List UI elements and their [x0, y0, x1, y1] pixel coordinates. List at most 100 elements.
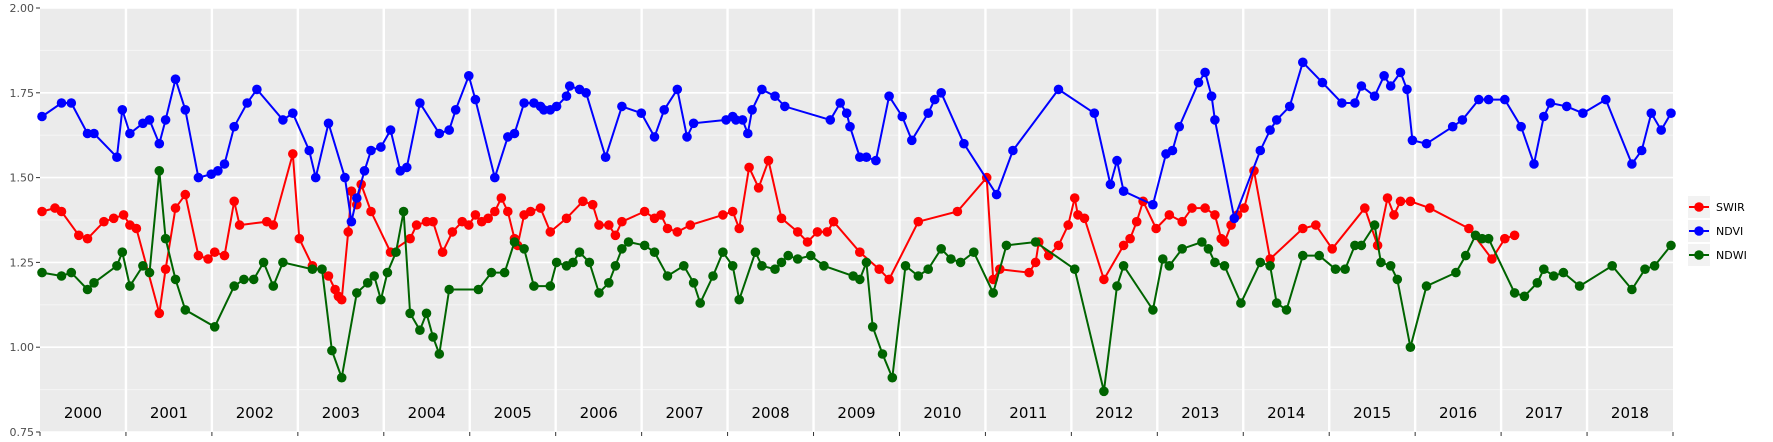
swir-point	[496, 193, 507, 203]
ndwi-point	[551, 257, 562, 268]
ndvi-point	[659, 105, 669, 115]
swir-point	[346, 186, 357, 196]
ndwi-point	[112, 261, 122, 271]
ndwi-point	[268, 281, 279, 291]
ndvi-point	[310, 172, 321, 183]
legend-label: SWIR	[1716, 201, 1745, 214]
ndwi-point	[867, 322, 878, 332]
swir-point	[1118, 240, 1129, 251]
ndwi-point	[708, 271, 718, 281]
ndvi-point	[359, 166, 370, 176]
ndwi-point	[617, 244, 627, 254]
series-ndvi	[37, 57, 1676, 227]
y-tick-label: 1.00	[10, 341, 35, 354]
ndvi-point	[1578, 108, 1588, 118]
ndvi-point	[444, 125, 455, 135]
swir-point	[131, 223, 142, 234]
ndvi-point	[323, 118, 334, 129]
ndvi-point	[66, 98, 77, 108]
swir-point	[763, 155, 774, 166]
ndvi-point	[1206, 91, 1217, 101]
swir-point	[1464, 223, 1474, 234]
ndvi-point	[845, 121, 855, 132]
ndwi-point	[307, 264, 318, 275]
swir-point	[1200, 203, 1210, 213]
swir-point	[428, 216, 438, 227]
ndwi-point	[1421, 281, 1432, 291]
swir-point	[561, 213, 572, 224]
ndwi-point	[1548, 271, 1559, 281]
ndvi-point	[1369, 91, 1380, 101]
ndwi-point	[89, 278, 99, 288]
ndvi-point	[1167, 145, 1178, 156]
ndwi-point	[946, 254, 956, 264]
ndvi-point	[1118, 186, 1129, 196]
ndvi-point	[959, 138, 969, 149]
year-label: 2005	[494, 404, 532, 422]
ndwi-point	[936, 244, 946, 254]
ndwi-point	[1158, 254, 1168, 264]
ndwi-point	[1666, 240, 1676, 251]
swir-point	[874, 264, 884, 275]
ndwi-point	[776, 257, 787, 268]
ndvi-point	[1601, 94, 1611, 105]
ndvi-point	[402, 162, 412, 173]
swir-point	[685, 220, 696, 230]
swir-point	[1069, 193, 1080, 203]
ndvi-point	[193, 172, 204, 183]
ndwi-point	[1330, 264, 1341, 275]
y-tick-label: 1.25	[10, 256, 35, 269]
ndwi-point	[248, 274, 259, 285]
ndwi-point	[154, 166, 165, 176]
ndvi-point	[1089, 108, 1100, 118]
swir-point	[617, 216, 627, 227]
ndvi-point	[600, 152, 611, 162]
ndvi-point	[688, 118, 699, 129]
swir-point	[1265, 254, 1275, 264]
ndwi-point	[1356, 240, 1367, 251]
ndwi-point	[125, 281, 135, 291]
year-label: 2002	[236, 404, 274, 422]
ndwi-point	[144, 267, 155, 278]
ndvi-point	[731, 115, 741, 125]
ndwi-point	[568, 257, 578, 268]
ndvi-point	[861, 152, 872, 162]
swir-point	[1210, 210, 1220, 220]
ndvi-point	[1646, 108, 1657, 118]
minor-gridlines	[40, 49, 1673, 391]
ndwi-point	[82, 284, 93, 295]
swir-point	[792, 227, 803, 237]
ndvi-point	[1402, 84, 1412, 95]
ndvi-point	[871, 155, 881, 166]
ndwi-point	[1369, 220, 1380, 230]
swir-point	[1298, 223, 1308, 234]
swir-point	[82, 233, 93, 244]
legend: SWIR NDVI NDWI	[1688, 196, 1747, 266]
legend-item-swir: SWIR	[1688, 196, 1745, 218]
ndvi-point	[1666, 108, 1676, 118]
swir-point	[154, 308, 165, 319]
swir-point	[1219, 237, 1230, 247]
ndwi-point	[1376, 257, 1386, 268]
swir-point	[587, 199, 598, 210]
ndvi-point	[1210, 115, 1220, 125]
swir-point	[209, 247, 220, 257]
y-axis: 0.75 1.00 1.25 1.50 1.75 2.00	[10, 2, 40, 439]
ndwi-point	[1265, 261, 1275, 271]
ndvi-point	[252, 84, 262, 95]
ndvi-point	[1407, 135, 1418, 146]
ndwi-point	[545, 281, 556, 291]
legend-key-point	[1694, 226, 1704, 236]
ndvi-point	[1337, 98, 1347, 108]
swir-point	[828, 216, 839, 227]
ndwi-point	[499, 267, 510, 278]
ndwi-point	[1451, 267, 1461, 278]
ndvi-point	[304, 145, 315, 156]
ndwi-point	[757, 261, 767, 271]
ndwi-point	[1607, 261, 1617, 271]
ndvi-point	[825, 115, 836, 125]
ndwi-point	[1177, 244, 1187, 254]
series-layer	[37, 57, 1676, 397]
ndwi-point	[861, 257, 872, 268]
ndvi-point	[242, 98, 252, 108]
